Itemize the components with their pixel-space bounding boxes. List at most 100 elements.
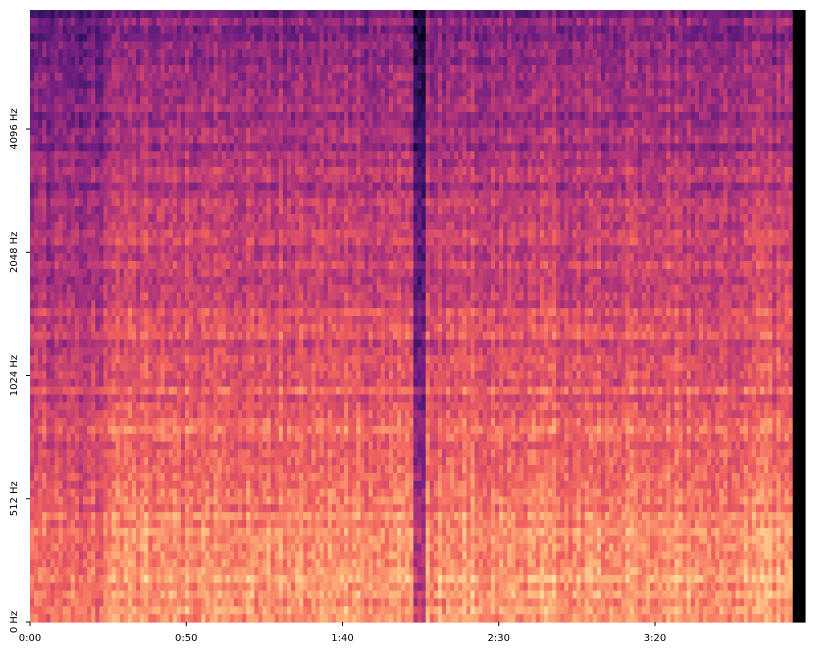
spectrogram-cell (34, 582, 39, 592)
spectrogram-cell (225, 261, 231, 270)
spectrogram-cell (201, 221, 206, 231)
spectrogram-cell (131, 135, 137, 144)
spectrogram-cell (185, 237, 190, 246)
spectrogram-cell (217, 17, 223, 27)
spectrogram-cell (225, 504, 231, 513)
spectrogram-cell (217, 543, 223, 552)
spectrogram-cell (74, 488, 80, 498)
spectrogram-cell (172, 574, 178, 584)
spectrogram-cell (140, 480, 145, 490)
spectrogram-cell (115, 614, 121, 623)
spectrogram-cell (148, 237, 153, 246)
spectrogram-cell (54, 402, 60, 411)
spectrogram-cell (266, 410, 272, 419)
spectrogram-cell (160, 104, 166, 113)
spectrogram-cell (197, 261, 202, 270)
spectrogram-cell (152, 214, 158, 223)
spectrogram-cell (254, 119, 260, 129)
spectrogram-cell (136, 488, 141, 498)
spectrogram-cell (282, 496, 288, 505)
spectrogram-cell (246, 520, 251, 529)
spectrogram-cell (74, 41, 80, 50)
spectrogram-cell (262, 472, 268, 482)
spectrogram-cell (225, 49, 231, 58)
spectrogram-cell (274, 590, 280, 600)
spectrogram-cell (233, 410, 239, 419)
spectrogram-cell (180, 441, 186, 450)
spectrogram-cell (176, 308, 182, 317)
spectrogram-cell (176, 143, 182, 152)
spectrogram-cell (160, 64, 166, 74)
spectrogram-cell (262, 198, 268, 207)
spectrogram-cell (62, 64, 68, 74)
spectrogram-cell (217, 104, 223, 113)
spectrogram-cell (87, 449, 92, 458)
spectrogram-cell (270, 543, 276, 552)
spectrogram-cell (87, 80, 92, 90)
spectrogram-cell (131, 331, 137, 341)
spectrogram-cell (197, 151, 202, 160)
spectrogram-cell (58, 472, 64, 482)
spectrogram-cell (70, 614, 76, 623)
spectrogram-cell (91, 104, 96, 113)
spectrogram-cell (201, 135, 206, 144)
spectrogram-cell (115, 88, 121, 97)
spectrogram-cell (87, 520, 92, 529)
spectrogram-cell (78, 323, 84, 333)
spectrogram-cell (78, 488, 84, 498)
spectrogram-cell (266, 72, 272, 82)
spectrogram-cell (83, 25, 88, 35)
spectrogram-cell (38, 582, 43, 592)
spectrogram-cell (205, 88, 211, 97)
spectrogram-cell (217, 488, 223, 498)
spectrogram-cell (70, 17, 76, 27)
spectrogram-cell (286, 174, 292, 184)
spectrogram-cell (58, 582, 64, 592)
spectrogram-cell (83, 10, 88, 19)
spectrogram-cell (217, 363, 223, 372)
spectrogram-cell (254, 386, 260, 396)
spectrogram-cell (136, 394, 141, 403)
spectrogram-cell (103, 504, 109, 513)
spectrogram-cell (107, 402, 113, 411)
spectrogram-cell (74, 394, 80, 403)
spectrogram-cell (164, 206, 170, 215)
spectrogram-cell (50, 559, 56, 568)
spectrogram-cell (229, 127, 235, 137)
spectrogram-cell (266, 527, 272, 537)
spectrogram-cell (123, 159, 129, 168)
spectrogram-cell (221, 363, 227, 372)
spectrogram-cell (213, 284, 219, 294)
spectrogram-cell (99, 135, 105, 144)
spectrogram-cell (74, 112, 80, 121)
spectrogram-cell (103, 543, 109, 552)
spectrogram-cell (42, 64, 47, 74)
spectrogram-cell (238, 472, 243, 482)
spectrogram-cell (160, 347, 166, 356)
spectrogram-cell (193, 229, 198, 239)
spectrogram-cell (160, 112, 166, 121)
spectrogram-cell (148, 112, 153, 121)
spectrogram-cell (209, 88, 215, 97)
spectrogram-cell (107, 394, 113, 403)
spectrogram-cell (282, 151, 288, 160)
spectrogram-cell (78, 119, 84, 129)
spectrogram-cell (50, 347, 56, 356)
spectrogram-cell (193, 614, 198, 623)
spectrogram-cell (83, 237, 88, 246)
spectrogram-cell (180, 300, 186, 309)
spectrogram-cell (66, 590, 72, 600)
spectrogram-cell (176, 457, 182, 466)
spectrogram-cell (30, 386, 35, 396)
spectrogram-cell (46, 418, 51, 427)
spectrogram-cell (185, 567, 190, 576)
spectrogram-cell (152, 551, 158, 560)
spectrogram-cell (172, 339, 178, 348)
spectrogram-cell (91, 457, 96, 466)
spectrogram-cell (185, 488, 190, 498)
spectrogram-cell (246, 96, 251, 105)
spectrogram-cell (229, 119, 235, 129)
spectrogram-cell (66, 206, 72, 215)
spectrogram-cell (74, 567, 80, 576)
spectrogram-cell (123, 190, 129, 199)
